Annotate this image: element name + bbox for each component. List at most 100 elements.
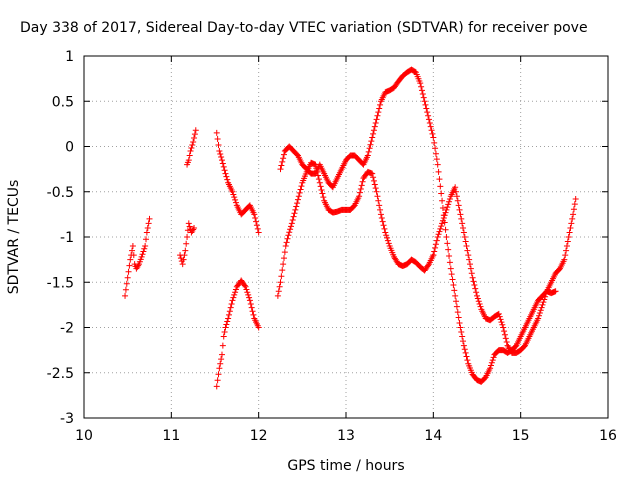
data-point [245,291,252,298]
data-point [295,193,302,200]
data-point [452,292,459,299]
data-point [425,116,432,123]
data-point [188,145,195,152]
data-point [375,197,382,204]
x-axis-label: GPS time / hours [287,458,404,474]
axis-ticks [83,55,609,419]
data-point [213,383,220,390]
data-point [460,229,467,236]
y-tick-label: -3 [60,411,74,427]
data-point [500,324,507,331]
data-point [455,314,462,321]
data-point [536,310,543,317]
data-point [191,135,198,142]
data-point [471,281,478,288]
data-point [488,359,495,366]
data-point [288,220,295,227]
data-point [451,287,458,294]
data-point [357,186,364,193]
data-point [468,270,475,277]
data-point [377,206,384,213]
data-point [540,299,547,306]
data-point [535,315,542,322]
data-point [223,321,230,328]
series-arc-b [177,220,198,268]
data-point [442,209,449,216]
data-point [242,283,249,290]
data-point [255,229,262,236]
data-point [279,267,286,274]
data-point [289,217,296,224]
data-point [489,357,496,364]
data-point [453,188,460,195]
grid [84,56,608,418]
data-point [371,123,378,130]
data-point [359,178,366,185]
data-point [276,283,283,290]
data-point [184,227,191,234]
data-point [463,353,470,360]
data-point [375,109,382,116]
data-point [145,220,152,227]
data-point [385,240,392,247]
data-point [457,211,464,218]
data-point [463,243,470,250]
data-point [381,225,388,232]
data-point [254,225,261,232]
plot-frame [83,55,609,419]
data-point [462,238,469,245]
data-point [372,185,379,192]
data-point [421,98,428,105]
data-point [285,232,292,239]
data-point [439,217,446,224]
data-point [567,224,574,231]
data-point [376,202,383,209]
data-point [458,329,465,336]
data-point [434,234,441,240]
data-point [499,321,506,328]
y-axis-label: SDTVAR / TECUs [6,180,22,295]
data-point [244,289,251,296]
data-point [216,148,223,155]
data-point [232,199,239,206]
data-point [294,196,301,203]
data-point [144,224,151,231]
y-tick-label: -1.5 [47,275,74,291]
data-point [455,202,462,209]
data-point [487,365,494,372]
data-point [437,183,444,190]
data-point [536,312,543,319]
data-point [122,292,129,299]
data-point [498,319,505,326]
data-point [542,293,549,300]
data-point [278,162,285,169]
data-point [541,296,548,303]
data-point [563,247,570,254]
data-point [465,252,472,259]
data-point [435,231,442,238]
x-tick-label: 11 [162,428,180,444]
data-point [229,188,236,195]
data-point [372,119,379,126]
data-point [462,349,469,356]
data-point [445,201,452,208]
data-point [298,183,305,190]
data-point [187,148,194,155]
data-point [469,274,476,281]
data-point [294,200,301,207]
data-point [445,246,452,253]
data-point [440,214,447,221]
data-point [370,177,377,184]
data-point [246,297,253,304]
data-point [130,252,137,259]
x-tick-label: 16 [599,428,617,444]
data-point [446,195,453,202]
data-point [563,243,570,250]
data-point [277,166,284,173]
data-point [447,265,454,272]
data-points [122,66,579,390]
data-point [442,226,449,233]
data-point [501,328,508,335]
data-point [129,247,136,254]
data-point [431,248,438,255]
